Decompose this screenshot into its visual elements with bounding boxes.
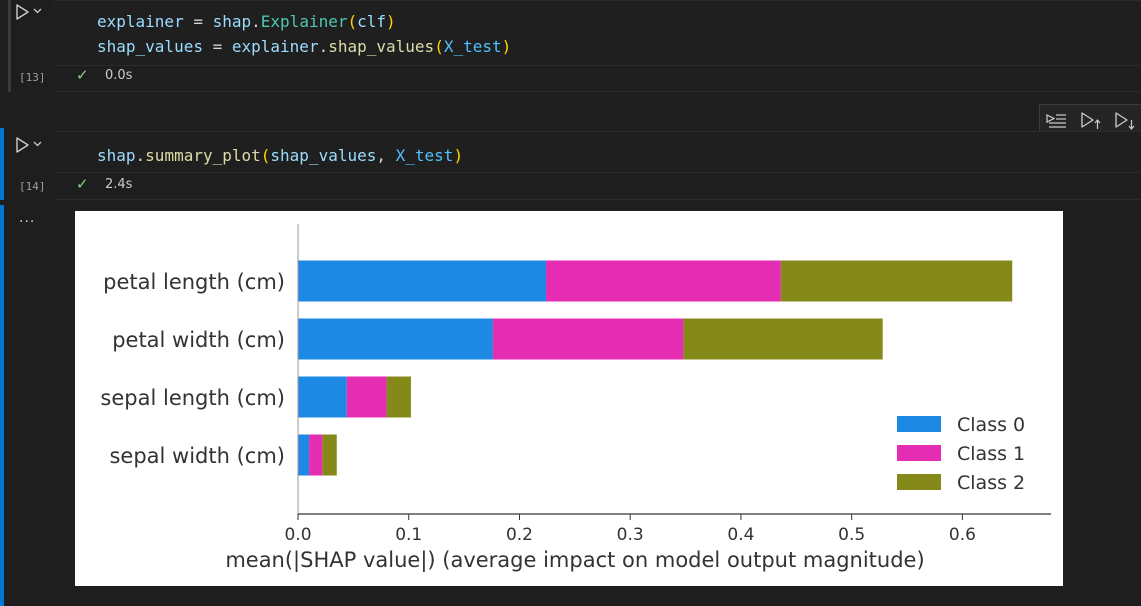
x-tick-label: 0.5 [838,525,865,545]
code-token: ( [260,146,271,165]
code-token: explainer [231,37,319,56]
x-axis-label: mean(|SHAP value|) (average impact on mo… [225,548,924,573]
code-editor[interactable] [54,0,1141,66]
code-token: shap_values [328,37,435,56]
legend-label: Class 0 [957,414,1025,436]
code-token: shap [212,12,252,31]
x-tick-label: 0.1 [395,525,422,545]
cell-bar-prev [8,0,11,92]
code-token: . [251,12,261,31]
bar-class-2 [386,376,411,418]
code-token: ( [347,12,358,31]
x-tick-label: 0.3 [617,525,644,545]
code-token: ) [386,12,396,31]
shap-summary-plot: petal length (cm) petal width (cm) sepal l… [75,211,1063,586]
code-token: X_test [395,146,454,165]
bar-class-1 [546,260,781,302]
bar-class-2 [780,260,1013,302]
legend-swatch [897,416,941,432]
y-tick-label: petal length (cm) [103,270,285,294]
code-line[interactable]: explainer = shap.Explainer(clf) [97,12,396,32]
code-token: clf [357,12,387,31]
legend-label: Class 1 [957,443,1025,465]
code-token: shap_values [97,37,203,56]
code-token: = [183,12,213,31]
execution-count: [13] [19,71,46,84]
x-tick-label: 0.6 [949,525,976,545]
play-icon [16,137,42,153]
code-token: Explainer [260,12,348,31]
code-token: X_test [443,37,502,56]
y-tick-label: petal width (cm) [112,328,285,352]
x-tick-label: 0.0 [284,525,311,545]
y-tick-label: sepal length (cm) [100,386,285,410]
bar-class-0 [298,318,493,360]
chevron-down-icon [33,8,42,14]
bar-class-1 [346,376,387,418]
code-token: = [202,37,232,56]
code-token: ) [501,37,512,56]
run-cell-button[interactable] [15,135,43,155]
code-line[interactable]: shap_values = explainer.shap_values(X_te… [97,37,511,57]
bar-class-1 [309,434,323,476]
success-check-icon: ✓ [76,175,89,193]
cell-divider [54,91,1141,92]
code-line[interactable]: shap.summary_plot(shap_values, X_test) [97,146,463,166]
execute-above-button[interactable] [1043,107,1071,135]
run-cells-below-button[interactable] [1111,107,1139,135]
bar-class-0 [298,260,547,302]
cell-divider [54,199,1141,200]
code-token: , [376,146,396,165]
chart-svg: petal length (cm) petal width (cm) sepal l… [100,224,1051,573]
legend: Class 0 Class 1 Class 2 [897,414,1025,494]
execution-count: [14] [19,180,46,193]
run-above-icon [1046,114,1066,128]
code-token: ) [453,146,464,165]
code-token: shap [97,146,136,165]
code-token: . [318,37,329,56]
execution-time: 2.4s [105,177,133,192]
output-menu-ellipsis[interactable]: ... [19,210,36,226]
bar-class-2 [683,318,883,360]
code-token: shap_values [270,146,377,165]
y-tick-label: sepal width (cm) [109,444,285,468]
cell-focus-bar [0,128,4,200]
legend-swatch [897,474,941,490]
x-tick-label: 0.4 [727,525,754,545]
bar-class-2 [322,434,337,476]
code-token: summary_plot [145,146,261,165]
code-editor[interactable] [54,131,1141,173]
run-down-icon [1115,112,1135,130]
play-icon [16,4,42,20]
bar-class-0 [298,376,347,418]
legend-swatch [897,445,941,461]
success-check-icon: ✓ [76,66,89,84]
run-cell-button[interactable] [15,2,43,22]
x-tick-label: 0.2 [506,525,533,545]
output-focus-bar [0,205,4,606]
bar-class-1 [492,318,684,360]
run-cells-above-button[interactable] [1077,107,1105,135]
chevron-down-icon [33,141,42,147]
code-token: . [135,146,146,165]
execution-time: 0.0s [105,68,133,83]
run-up-icon [1081,112,1101,129]
legend-label: Class 2 [957,472,1025,494]
code-token: explainer [97,12,184,31]
bar-class-0 [298,434,310,476]
code-token: ( [434,37,444,56]
